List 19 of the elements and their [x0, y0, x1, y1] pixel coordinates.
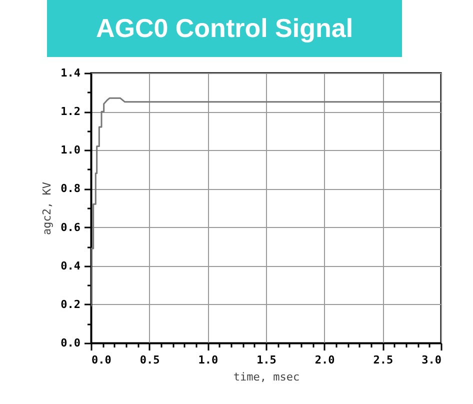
line-series [91, 97, 441, 308]
x-tick-label: 1.0 [198, 354, 218, 366]
y-tick-label: 0.8 [60, 182, 80, 196]
y-tick-label: 1.2 [60, 105, 80, 118]
x-tick-label: 3.0 [422, 354, 442, 366]
x-axis-title: time, msec [233, 370, 300, 384]
chart-title: AGC0 Control Signal [47, 0, 402, 57]
y-tick-label: 0.4 [60, 259, 81, 272]
x-tick-label: 0.0 [92, 354, 112, 366]
y-axis-title: agc2, KV [40, 182, 54, 235]
x-tick-label: 1.5 [256, 354, 276, 366]
y-tick-label: 0.6 [60, 220, 81, 234]
x-tick-label: 2.0 [314, 354, 335, 366]
y-tick-label: 1.4 [60, 66, 81, 80]
x-tick-label: 0.5 [140, 354, 160, 366]
x-tick-label: 2.5 [373, 354, 394, 366]
y-tick-label: 1.0 [60, 144, 80, 157]
y-tick-label: 0.2 [60, 298, 80, 311]
y-tick-label: 0.0 [60, 336, 80, 350]
